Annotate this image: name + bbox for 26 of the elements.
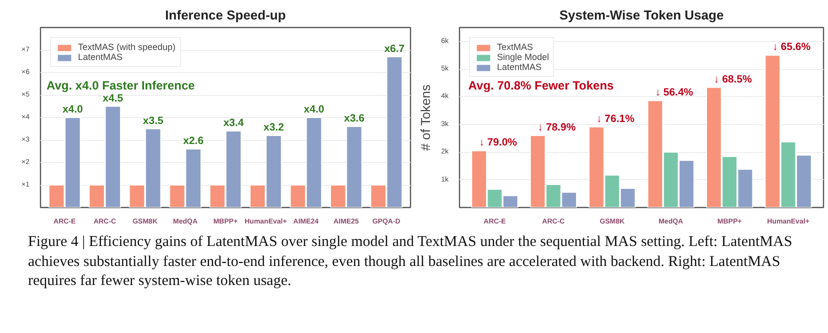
chart-title: Inference Speed-up bbox=[165, 8, 286, 22]
data-label: x3.4 bbox=[223, 117, 244, 129]
data-label: x4.0 bbox=[62, 104, 84, 116]
chart-title: System-Wise Token Usage bbox=[559, 8, 724, 22]
data-label: x4.5 bbox=[102, 92, 124, 104]
annotation: Avg. 70.8% Fewer Tokens bbox=[468, 78, 614, 92]
annotation: ↓ 76.1% bbox=[596, 112, 636, 125]
annotation: ↓ 78.9% bbox=[538, 122, 576, 134]
annotation: ↓ 79.0% bbox=[479, 136, 518, 149]
legend-label: LatentMAS bbox=[78, 52, 123, 62]
annotation: ↓ 56.4% bbox=[655, 86, 694, 99]
legend-label: Single Model bbox=[497, 52, 550, 62]
caption: Figure 4 | Efficiency gains of LatentMAS over single model and TextMAS under the sequential MAS setting. Left: LatentMAS achieves substantially faster end-to-end inference, even though all baselines are accelerated with backend. Right: LatentMAS requires far fewer system-wise token usage. bbox=[28, 233, 794, 291]
data-label: x3.6 bbox=[344, 112, 365, 124]
data-label: x2.6 bbox=[183, 135, 204, 147]
y-axis-title: # of Tokens bbox=[418, 84, 434, 151]
legend-label: LatentMAS bbox=[497, 62, 542, 72]
legend-label: TextMAS (with speedup) bbox=[78, 42, 176, 52]
data-label: x4.0 bbox=[304, 104, 324, 116]
data-label: x3.5 bbox=[142, 114, 164, 127]
data-label: x3.2 bbox=[264, 122, 284, 134]
legend-label: TextMAS bbox=[497, 42, 534, 52]
data-label: x6.7 bbox=[384, 42, 405, 55]
annotation: ↓ 65.6% bbox=[772, 41, 812, 54]
annotation: Avg. x4.0 Faster Inference bbox=[46, 78, 196, 92]
annotation: ↓ 68.5% bbox=[714, 73, 753, 86]
